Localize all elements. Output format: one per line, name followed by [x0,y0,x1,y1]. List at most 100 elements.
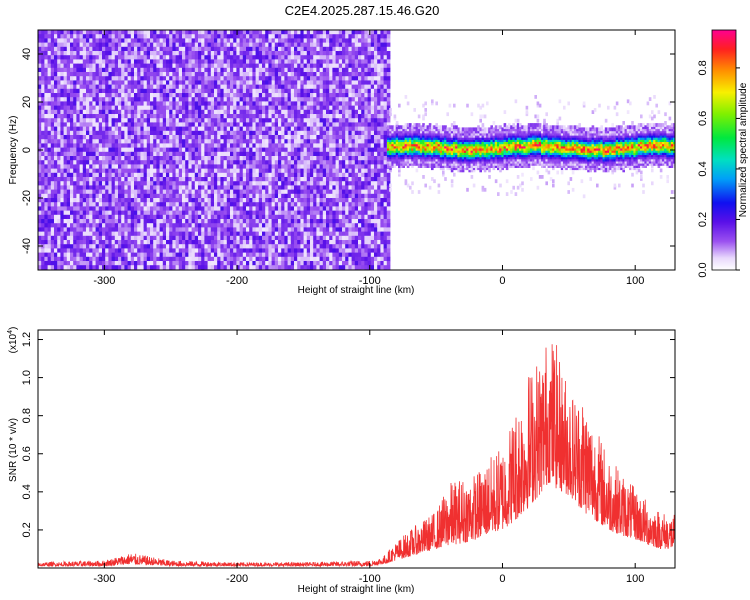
spectrogram-cell [175,240,180,245]
spectrogram-cell [207,143,212,148]
spectrogram-cell [130,231,135,237]
spectrogram-cell [188,160,192,165]
spectrogram-cell [242,160,247,165]
spectrogram-cell [111,164,116,169]
spectrogram-cell [166,248,170,253]
spectrogram-cell [281,240,285,245]
spectrogram-cell [249,84,253,90]
spectrogram-cell [63,130,68,136]
spectrogram-cell [41,55,45,60]
spectrogram-cell [271,177,276,182]
spectrogram-cell [294,126,298,132]
spectrogram-cell [194,240,199,245]
spectrogram-cell [79,177,84,182]
spectrogram-cell [271,219,276,224]
spectrogram-cell [198,256,202,262]
spectrogram-cell [252,101,256,106]
spectrogram-cell [185,265,189,270]
spectrogram-cell [303,235,308,241]
spectrogram-cell [297,46,301,52]
spectrogram-cell [233,185,237,190]
spectrogram-cell [255,214,260,220]
spectrogram-cell [79,219,84,224]
spectrogram-cell [268,105,272,111]
spectrogram-cell [82,219,87,224]
spectrogram-cell [159,34,164,39]
spectrogram-cell [86,88,90,94]
spectrogram-cell [230,72,234,77]
spectrogram-cell [300,51,304,56]
spectrogram-cell [300,210,304,216]
spectrogram-cell [57,160,61,165]
spectrogram-cell [150,265,154,270]
spectrogram-cell [121,235,125,241]
spectrogram-cell [111,235,116,241]
spectrogram-cell [156,88,160,94]
spectrogram-cell [214,244,218,249]
spectrogram-cell [73,97,77,102]
spectrogram-cell [38,156,42,161]
spectrogram-cell [41,97,45,102]
spectrogram-cell [63,101,68,106]
spectrogram-cell [127,214,132,220]
spectrogram-cell [287,72,292,77]
spectrogram-cell [89,109,93,115]
spectrogram-cell [223,30,228,35]
spectrogram-cell [258,84,263,90]
spectrogram-cell [44,193,48,199]
spectrogram-cell [108,206,112,211]
spectrogram-cell [95,76,100,81]
spectrogram-cell [140,126,144,132]
spectrogram-cell [185,248,189,253]
spectrogram-cell [127,93,132,98]
spectrogram-cell [143,172,148,178]
spectrogram-cell [207,122,212,127]
spectrogram-cell [79,156,84,161]
spectrogram-cell [41,105,45,111]
spectrogram-cell [230,84,234,90]
spectrogram-cell [150,109,154,115]
spectrogram-cell [198,202,202,207]
spectrogram-cell [217,118,221,123]
spectrogram-cell [182,210,186,216]
spectrogram-cell [121,240,125,245]
spectrogram-cell [201,265,205,270]
spectrogram-cell [162,38,167,43]
spectrogram-cell [185,114,189,119]
spectrogram-cell [130,126,135,132]
spectrogram-cell [118,101,122,106]
spectrogram-cell [102,76,106,81]
spectrogram-cell [162,80,167,85]
spectrogram-cell [300,72,304,77]
spectrogram-cell [70,63,74,69]
spectrogram-cell [281,256,285,262]
spectrogram-cell [118,189,122,195]
spectrogram-cell [274,248,279,253]
spectrogram-cell [95,219,100,224]
spectrogram-cell [114,219,119,224]
spectrogram-cell [278,265,282,270]
spectrogram-cell [44,261,48,266]
spectrogram-cell [50,30,55,35]
spectrogram-cell [82,156,87,161]
spectrogram-cell [108,143,112,148]
spectrogram-cell [185,130,189,136]
spectrogram-cell [239,126,244,132]
spectrogram-cell [156,206,160,211]
spectrogram-cell [255,118,260,123]
spectrogram-cell [38,51,42,56]
spectrogram-cell [297,223,301,228]
spectrogram-cell [76,231,80,237]
spectrogram-cell [38,55,42,60]
spectrogram-cell [207,88,212,94]
spectrogram-cell [230,160,234,165]
spectrogram-cell [89,164,93,169]
spectrogram-cell [57,67,61,73]
spectrogram-cell [252,177,256,182]
spectrogram-cell [134,240,138,245]
spectrogram-cell [191,101,196,106]
spectrogram-cell [137,101,141,106]
spectrogram-cell [137,109,141,115]
spectrogram-cell [246,147,250,153]
spectrogram-cell [258,42,263,48]
